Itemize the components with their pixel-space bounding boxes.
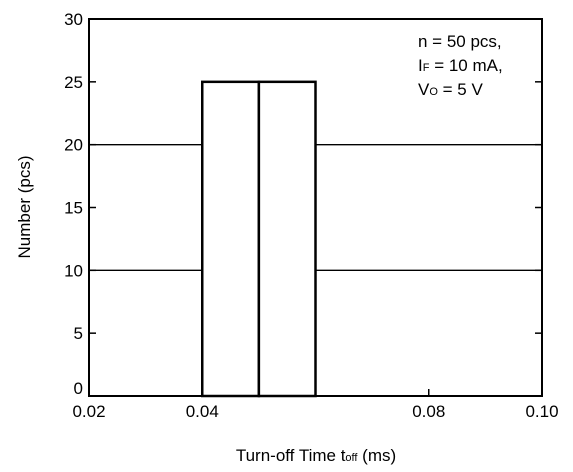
- annotation-line-3: VO = 5 V: [418, 80, 483, 99]
- x-tick-label: 0.02: [72, 402, 105, 421]
- x-tick-label: 0.04: [186, 402, 219, 421]
- annotation-line-3-sub: O: [429, 86, 438, 98]
- y-tick-label: 25: [64, 73, 83, 92]
- x-axis-label-main: Turn-off Time t: [236, 446, 346, 465]
- y-axis-ticks: 0 5 10 15 20 25 30: [64, 10, 542, 398]
- x-axis-label: Turn-off Time toff (ms): [236, 446, 396, 465]
- y-tick-label: 10: [64, 261, 83, 280]
- annotation-line-2-sub: F: [423, 62, 430, 74]
- annotation-line-3-main: V: [418, 80, 430, 99]
- y-axis-label: Number (pcs): [15, 156, 34, 259]
- y-tick-label: 15: [64, 199, 83, 218]
- annotation-line-3-rest: = 5 V: [438, 80, 484, 99]
- annotation-line-2-main: I: [418, 56, 423, 75]
- histogram-bar-2: [257, 80, 317, 398]
- annotation-box: n = 50 pcs, IF = 10 mA, VO = 5 V: [418, 32, 503, 99]
- x-axis-ticks: 0.02 0.04 0.08 0.10: [72, 389, 559, 421]
- y-tick-label: 20: [64, 136, 83, 155]
- y-tick-label: 0: [74, 379, 83, 398]
- x-axis-label-unit: (ms): [357, 446, 396, 465]
- annotation-line-1: n = 50 pcs,: [418, 32, 502, 51]
- y-tick-label: 5: [74, 324, 83, 343]
- y-tick-label: 30: [64, 10, 83, 29]
- bars: [201, 80, 317, 398]
- histogram-bar-1: [201, 80, 261, 398]
- annotation-line-2: IF = 10 mA,: [418, 56, 503, 75]
- annotation-line-2-rest: = 10 mA,: [429, 56, 502, 75]
- x-axis-label-sub: off: [345, 452, 358, 464]
- x-tick-label: 0.08: [412, 402, 445, 421]
- x-tick-label: 0.10: [525, 402, 558, 421]
